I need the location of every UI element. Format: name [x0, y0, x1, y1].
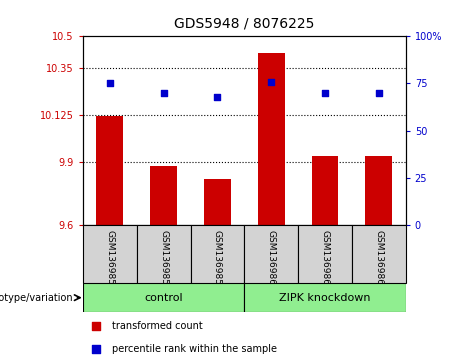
FancyBboxPatch shape — [83, 225, 137, 283]
Text: genotype/variation: genotype/variation — [0, 293, 73, 303]
Point — [214, 94, 221, 99]
Text: ZIPK knockdown: ZIPK knockdown — [279, 293, 371, 303]
Text: control: control — [144, 293, 183, 303]
Bar — [258, 53, 284, 225]
Text: transformed count: transformed count — [112, 321, 203, 331]
Bar — [204, 179, 231, 225]
Text: GSM1369864: GSM1369864 — [374, 230, 383, 290]
Point — [321, 90, 329, 96]
Point — [92, 323, 100, 329]
Text: GSM1369856: GSM1369856 — [106, 230, 114, 290]
FancyBboxPatch shape — [244, 283, 406, 312]
Point — [375, 90, 383, 96]
FancyBboxPatch shape — [190, 225, 244, 283]
Bar — [150, 166, 177, 225]
Point — [106, 81, 113, 86]
Point — [267, 79, 275, 85]
Point — [160, 90, 167, 96]
Text: GSM1369858: GSM1369858 — [213, 230, 222, 290]
FancyBboxPatch shape — [298, 225, 352, 283]
Bar — [312, 156, 338, 225]
Bar — [365, 156, 392, 225]
Point — [92, 346, 100, 352]
Title: GDS5948 / 8076225: GDS5948 / 8076225 — [174, 17, 314, 31]
FancyBboxPatch shape — [352, 225, 406, 283]
Bar — [96, 116, 123, 225]
Text: GSM1369862: GSM1369862 — [267, 230, 276, 290]
FancyBboxPatch shape — [83, 283, 244, 312]
Text: percentile rank within the sample: percentile rank within the sample — [112, 344, 277, 354]
FancyBboxPatch shape — [244, 225, 298, 283]
FancyBboxPatch shape — [137, 225, 190, 283]
Text: GSM1369863: GSM1369863 — [320, 230, 330, 290]
Text: GSM1369857: GSM1369857 — [159, 230, 168, 290]
